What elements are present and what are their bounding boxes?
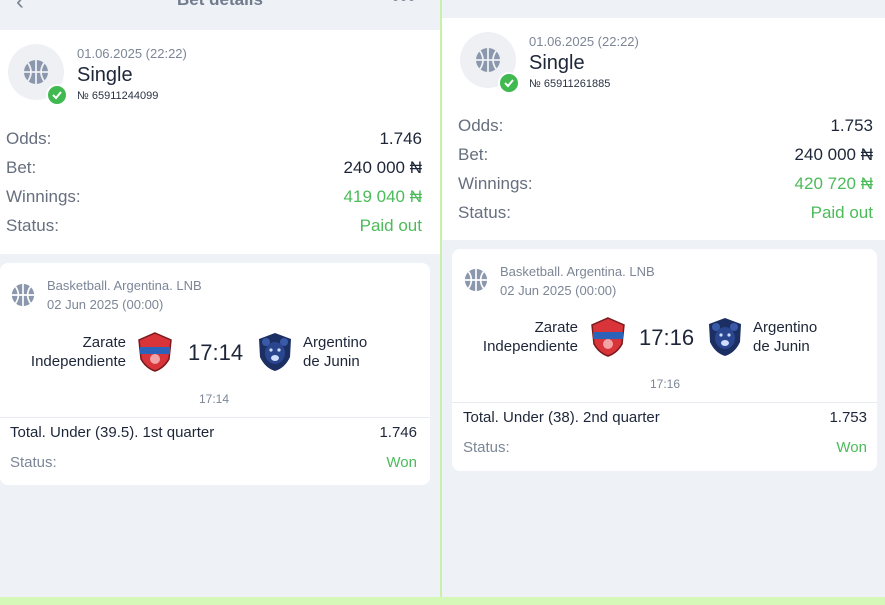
zarate-crest-icon xyxy=(591,317,625,357)
checkmark-icon xyxy=(498,72,520,94)
bet-value: 240 000 ₦ xyxy=(794,145,873,164)
winnings-label: Winnings: xyxy=(6,187,81,206)
checkmark-icon xyxy=(46,84,68,106)
status-value: Paid out xyxy=(810,203,873,222)
bet-details-panel-right: 01.06.2025 (22:22) Single № 65911261885 … xyxy=(442,0,885,597)
match-score: 17:14 xyxy=(188,340,244,365)
event-card[interactable]: Basketball. Argentina. LNB 02 Jun 2025 (… xyxy=(452,249,877,471)
home-team-name: Zarate Independiente xyxy=(482,319,578,355)
home-team-name: Zarate Independiente xyxy=(30,334,126,370)
page-title: Bet details xyxy=(0,0,440,10)
winnings-value: 420 720 ₦ xyxy=(794,174,873,193)
odds-value: 1.746 xyxy=(379,129,422,148)
winnings-label: Winnings: xyxy=(458,174,533,193)
outcome-label: Total. Under (38). 2nd quarter xyxy=(463,409,660,426)
basketball-icon xyxy=(476,48,500,72)
period-score: 17:14 xyxy=(198,392,230,406)
league-name: Basketball. Argentina. LNB xyxy=(500,264,655,279)
divider xyxy=(452,402,877,403)
argentino-bear-crest-icon xyxy=(709,318,741,356)
bet-label: Bet: xyxy=(458,145,489,164)
bet-summary: Odds: 1.746 Bet: 240 000 ₦ Winnings: 419… xyxy=(0,118,440,254)
basketball-icon xyxy=(24,60,48,84)
bottom-strip xyxy=(0,597,885,605)
event-card[interactable]: Basketball. Argentina. LNB 02 Jun 2025 (… xyxy=(0,263,430,485)
argentino-bear-crest-icon xyxy=(259,333,291,371)
more-dots-icon[interactable]: ••• xyxy=(392,0,416,11)
status-row: Status: Paid out xyxy=(458,203,873,227)
bet-date: 01.06.2025 (22:22) xyxy=(529,34,639,49)
basketball-icon xyxy=(11,283,35,307)
bet-header: 01.06.2025 (22:22) Single № 65911261885 xyxy=(442,18,885,104)
league-name: Basketball. Argentina. LNB xyxy=(47,278,202,293)
winnings-value: 419 040 ₦ xyxy=(343,187,422,206)
odds-row: Odds: 1.753 xyxy=(458,116,873,140)
bet-number: № 65911261885 xyxy=(529,78,611,90)
top-bar: ‹ Bet details ••• xyxy=(0,0,440,15)
outcome-odds: 1.746 xyxy=(379,424,417,441)
winnings-row: Winnings: 419 040 ₦ xyxy=(6,187,422,211)
away-team-name: Argentino de Junin xyxy=(753,319,818,355)
odds-value: 1.753 xyxy=(830,116,873,135)
bet-type: Single xyxy=(77,64,133,86)
outcome-odds: 1.753 xyxy=(829,409,867,426)
status-label: Status: xyxy=(6,216,59,235)
match-date: 02 Jun 2025 (00:00) xyxy=(500,283,617,298)
bet-label: Bet: xyxy=(6,158,37,177)
bet-number: № 65911244099 xyxy=(77,90,159,102)
away-team-name: Argentino de Junin xyxy=(303,334,368,370)
bet-details-panel-left: ‹ Bet details ••• 01.06.2025 (22:22) Sin… xyxy=(0,0,440,597)
status-row: Status: Paid out xyxy=(6,216,422,240)
bet-row: Bet: 240 000 ₦ xyxy=(458,145,873,169)
bet-date: 01.06.2025 (22:22) xyxy=(77,46,187,61)
event-status-label: Status: xyxy=(463,439,510,456)
event-status-label: Status: xyxy=(10,454,57,471)
odds-label: Odds: xyxy=(6,129,52,148)
status-value: Paid out xyxy=(359,216,422,235)
basketball-icon xyxy=(464,268,488,292)
zarate-crest-icon xyxy=(138,332,172,372)
back-chevron-icon[interactable]: ‹ xyxy=(16,0,24,15)
period-score: 17:16 xyxy=(649,377,681,391)
winnings-row: Winnings: 420 720 ₦ xyxy=(458,174,873,198)
odds-row: Odds: 1.746 xyxy=(6,129,422,153)
bet-value: 240 000 ₦ xyxy=(343,158,422,177)
bet-header: 01.06.2025 (22:22) Single № 65911244099 xyxy=(0,30,440,118)
match-score: 17:16 xyxy=(639,325,695,350)
match-date: 02 Jun 2025 (00:00) xyxy=(47,297,164,312)
bet-summary: Odds: 1.753 Bet: 240 000 ₦ Winnings: 420… xyxy=(442,104,885,240)
event-status-value: Won xyxy=(836,439,867,456)
outcome-label: Total. Under (39.5). 1st quarter xyxy=(10,424,215,441)
status-label: Status: xyxy=(458,203,511,222)
event-status-value: Won xyxy=(386,454,417,471)
divider xyxy=(0,417,430,418)
sport-avatar xyxy=(460,32,516,88)
odds-label: Odds: xyxy=(458,116,504,135)
bet-type: Single xyxy=(529,52,585,74)
bet-row: Bet: 240 000 ₦ xyxy=(6,158,422,182)
